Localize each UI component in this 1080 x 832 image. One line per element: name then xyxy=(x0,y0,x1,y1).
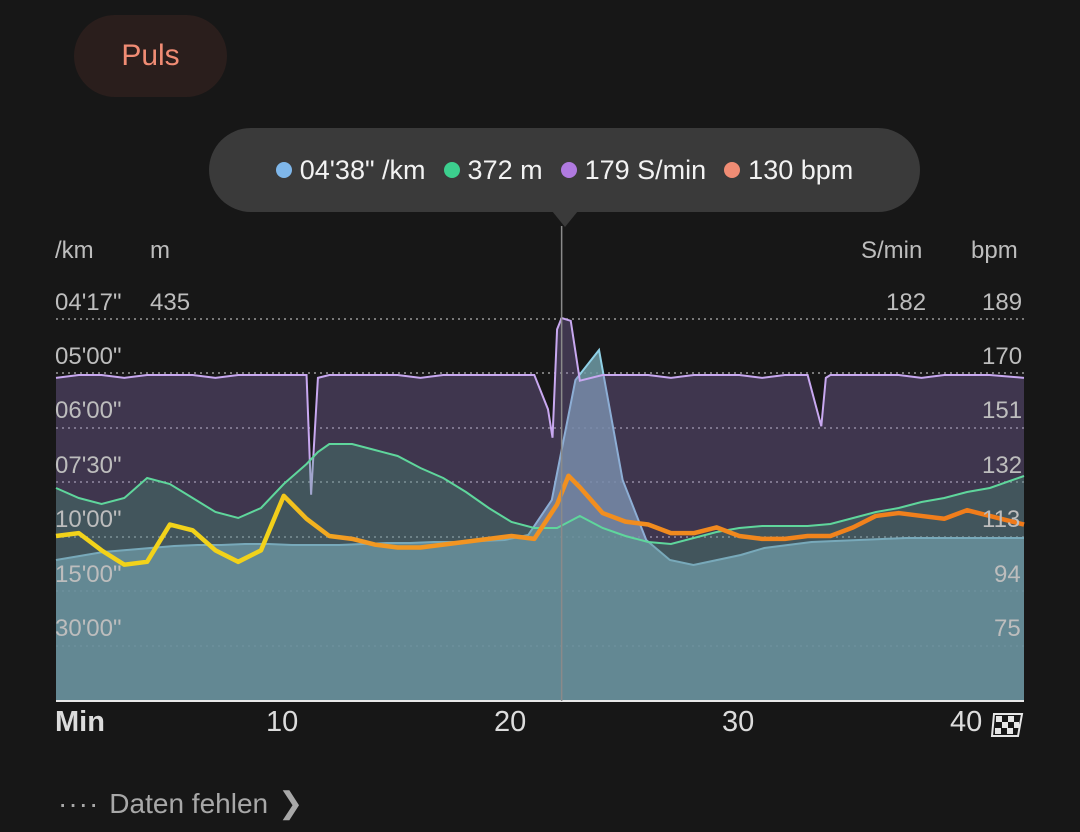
missing-data-label: Daten fehlen xyxy=(109,787,269,819)
missing-data-link[interactable]: ···· Daten fehlen ❯ xyxy=(58,786,303,821)
tooltip-heart-rate: 130 bpm xyxy=(724,155,853,186)
tooltip-pace: 04'38" /km xyxy=(275,154,426,186)
pace-tick: 15'00" xyxy=(55,561,122,588)
x-unit-label: Min xyxy=(55,706,105,738)
pace-area xyxy=(56,350,1024,701)
pace-line xyxy=(55,347,1024,567)
finish-flag-icon xyxy=(990,713,1024,737)
elevation-dot-icon xyxy=(443,162,460,178)
pace-tick: 04'17" xyxy=(55,289,122,316)
hr-tick: 94 xyxy=(994,561,1021,588)
pace-tick: 05'00" xyxy=(55,343,122,370)
selection-tooltip: 04'38" /km 372 m 179 S/min 130 bpm xyxy=(209,128,920,212)
dotted-line-icon: ···· xyxy=(58,787,100,819)
pace-tick: 30'00" xyxy=(55,615,122,642)
heart-rate-dot-icon xyxy=(724,162,741,178)
tooltip-elevation: 372 m xyxy=(443,154,543,186)
tab-puls[interactable]: Puls xyxy=(74,15,227,97)
hr-tick: 189 xyxy=(982,289,1023,316)
hr-tick: 151 xyxy=(982,397,1023,424)
heart-rate-line xyxy=(55,473,1025,567)
tooltip-cadence-value: 179 S/min xyxy=(584,154,707,185)
x-tick: 40 xyxy=(950,706,983,738)
x-tick: 30 xyxy=(722,706,755,738)
tooltip-pointer xyxy=(552,211,578,227)
elevation-line xyxy=(55,443,1025,546)
chevron-right-icon: ❯ xyxy=(278,787,304,820)
elevation-top-tick: 435 xyxy=(150,289,191,316)
cadence-line xyxy=(55,316,1025,495)
hr-tick: 170 xyxy=(982,343,1023,370)
tooltip-elevation-value: 372 m xyxy=(467,154,543,185)
x-tick: 20 xyxy=(494,706,527,738)
hr-unit-label: bpm xyxy=(971,237,1018,264)
pace-unit-label: /km xyxy=(55,237,94,264)
pace-tick: 07'30" xyxy=(55,452,122,479)
tooltip-cadence: 179 S/min xyxy=(560,154,707,186)
hr-tick: 113 xyxy=(982,506,1021,533)
cadence-area xyxy=(56,318,1024,701)
hr-tick: 132 xyxy=(982,452,1023,479)
cadence-unit-label: S/min xyxy=(861,237,923,264)
pace-tick: 10'00" xyxy=(55,506,122,533)
tab-puls-label: Puls xyxy=(121,39,180,72)
x-tick: 10 xyxy=(266,706,299,738)
cadence-dot-icon xyxy=(560,162,577,178)
elevation-unit-label: m xyxy=(150,237,170,264)
pace-tick: 06'00" xyxy=(55,397,122,424)
tooltip-heart-rate-value: 130 bpm xyxy=(748,154,854,185)
tooltip-pace-value: 04'38" /km xyxy=(299,154,426,185)
cadence-top-tick: 182 xyxy=(886,289,927,316)
pace-dot-icon xyxy=(275,162,292,178)
hr-tick: 75 xyxy=(994,615,1021,642)
